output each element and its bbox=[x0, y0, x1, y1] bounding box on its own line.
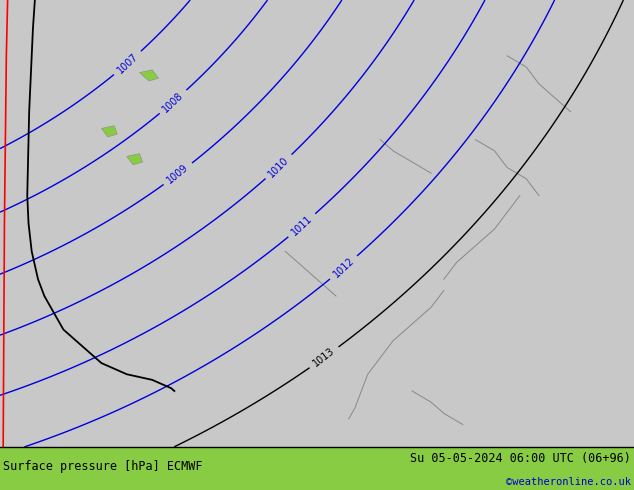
Text: 1009: 1009 bbox=[165, 162, 191, 186]
Text: Surface pressure [hPa] ECMWF: Surface pressure [hPa] ECMWF bbox=[3, 460, 203, 473]
Text: 1007: 1007 bbox=[115, 51, 140, 75]
Polygon shape bbox=[127, 154, 143, 165]
Text: 1013: 1013 bbox=[311, 346, 337, 369]
Text: 1008: 1008 bbox=[161, 90, 186, 114]
Text: 1012: 1012 bbox=[331, 255, 356, 280]
Polygon shape bbox=[0, 0, 387, 447]
Polygon shape bbox=[139, 70, 158, 81]
Text: 1011: 1011 bbox=[290, 213, 314, 238]
Text: 1010: 1010 bbox=[266, 154, 291, 179]
Polygon shape bbox=[0, 0, 634, 84]
Polygon shape bbox=[101, 125, 117, 137]
Text: Su 05-05-2024 06:00 UTC (06+96): Su 05-05-2024 06:00 UTC (06+96) bbox=[410, 452, 631, 466]
Text: ©weatheronline.co.uk: ©weatheronline.co.uk bbox=[506, 477, 631, 487]
